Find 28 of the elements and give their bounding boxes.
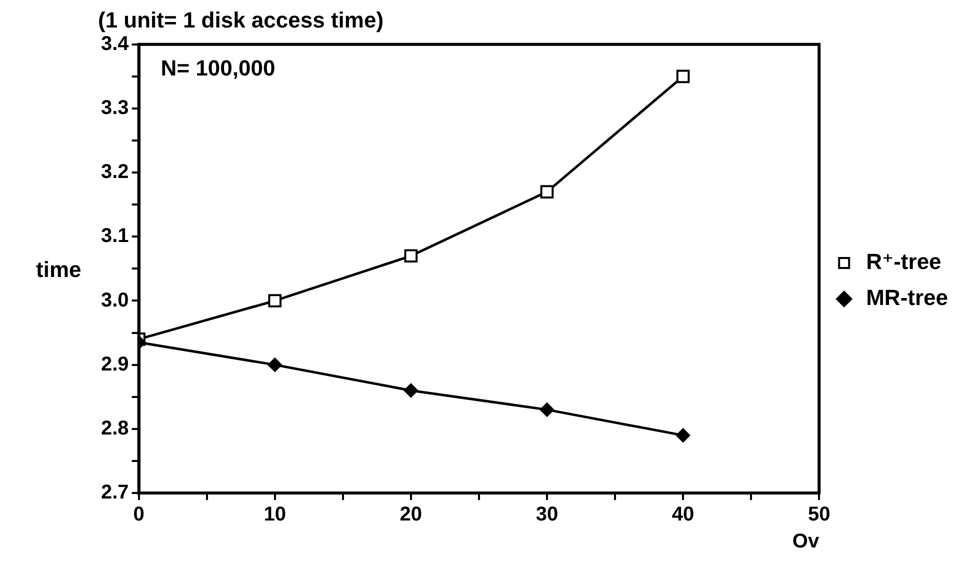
y-tick-label: 3.1	[100, 225, 129, 248]
point	[540, 402, 554, 417]
y-tick-label: 3.3	[100, 97, 129, 119]
annotation: N= 100,000	[160, 55, 276, 80]
x-axis-title: Ov	[792, 530, 820, 553]
y-tick-label: 2.7	[100, 482, 129, 504]
point	[404, 249, 418, 263]
point	[404, 383, 418, 398]
point	[676, 428, 690, 442]
point	[268, 358, 282, 372]
y-tick-label: 3.4	[100, 32, 130, 55]
x-tick-label: 50	[808, 504, 830, 526]
y-tick-label: 3.2	[100, 161, 129, 184]
chart-title: (1 unit= 1 disk access time)	[98, 7, 384, 32]
y-tick-label: 3.0	[100, 289, 129, 312]
y-tick-label: 2.8	[100, 417, 129, 440]
y-tick-label: 2.9	[100, 353, 129, 376]
legend-label: R⁺-tree	[866, 249, 942, 274]
x-tick-label: 10	[264, 504, 286, 526]
point	[676, 70, 690, 84]
point	[268, 294, 282, 308]
x-tick-label: 30	[536, 504, 558, 526]
x-tick-label: 40	[672, 504, 694, 526]
legend-label: MR-tree	[866, 285, 948, 310]
point	[540, 185, 554, 198]
x-tick-label: 20	[400, 504, 422, 526]
x-tick-label: 0	[133, 504, 144, 526]
y-axis-title: time	[36, 256, 82, 282]
